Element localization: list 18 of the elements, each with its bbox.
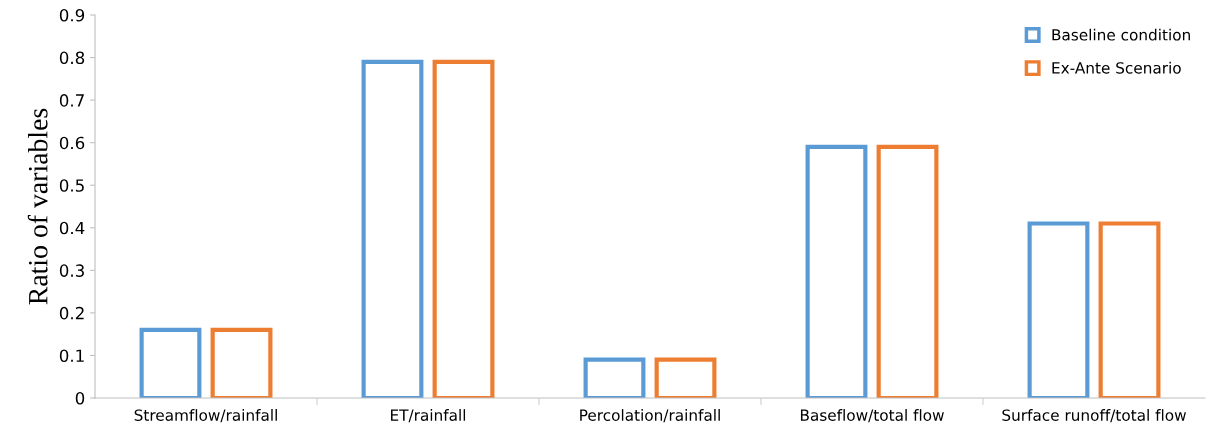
- y-tick-label: 0.9: [59, 8, 85, 22]
- x-tick-label: Surface runoff/total flow: [1002, 409, 1186, 423]
- y-tick-label: 0.1: [59, 349, 84, 363]
- y-tick-label: 0.8: [59, 51, 85, 65]
- y-tick-label: 0.3: [59, 264, 84, 277]
- y-tick-label: 0.4: [59, 221, 85, 235]
- legend-label: Baseline condition: [1052, 28, 1190, 41]
- y-tick-label: 0.2: [59, 306, 84, 320]
- y-tick-label: 0.5: [59, 179, 84, 192]
- x-tick-label: ET/rainfall: [391, 409, 466, 423]
- legend-label: Ex-Ante Scenario: [1052, 61, 1181, 74]
- y-axis-title: Ratio of variables: [27, 108, 48, 305]
- x-tick-label: Baseflow/total flow: [800, 409, 944, 423]
- y-tick-label: 0.7: [59, 94, 84, 107]
- y-tick-label: 0.6: [59, 136, 85, 150]
- x-tick-label: Percolation/rainfall: [580, 409, 720, 423]
- y-tick-label: 0: [75, 391, 85, 405]
- x-tick-label: Streamflow/rainfall: [134, 409, 277, 423]
